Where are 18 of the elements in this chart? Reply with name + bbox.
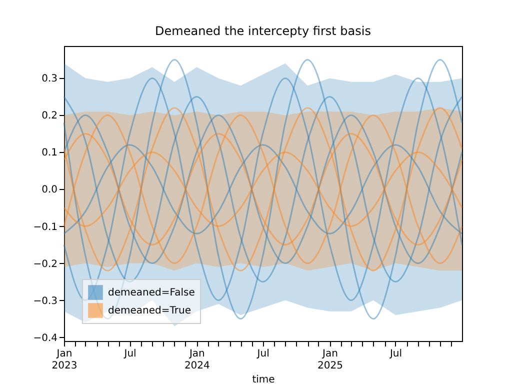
y-tick-label: −0.3	[33, 296, 58, 307]
chart-title: Demeaned the intercepty first basis	[155, 24, 371, 38]
x-tick-label: Jul	[256, 348, 270, 360]
x-tick-label: Jul	[123, 348, 136, 360]
y-tick-label: 0.0	[42, 184, 58, 196]
legend-label: demeaned=False	[108, 288, 195, 298]
legend-label: demeaned=True	[108, 306, 191, 316]
x-tick-label: Jan 2024	[184, 348, 210, 372]
y-tick-label: −0.1	[33, 222, 58, 233]
x-tick-label: Jan 2025	[317, 348, 343, 372]
y-tick-label: −0.2	[33, 258, 58, 270]
x-tick-label: Jul	[388, 348, 402, 360]
y-tick-label: 0.2	[42, 110, 58, 122]
y-tick-label: 0.3	[42, 74, 58, 85]
y-tick-label: −0.4	[33, 332, 58, 344]
x-tick-label: Jan 2023	[52, 348, 78, 372]
y-tick-label: 0.1	[42, 148, 58, 159]
x-axis-title: time	[252, 374, 275, 384]
